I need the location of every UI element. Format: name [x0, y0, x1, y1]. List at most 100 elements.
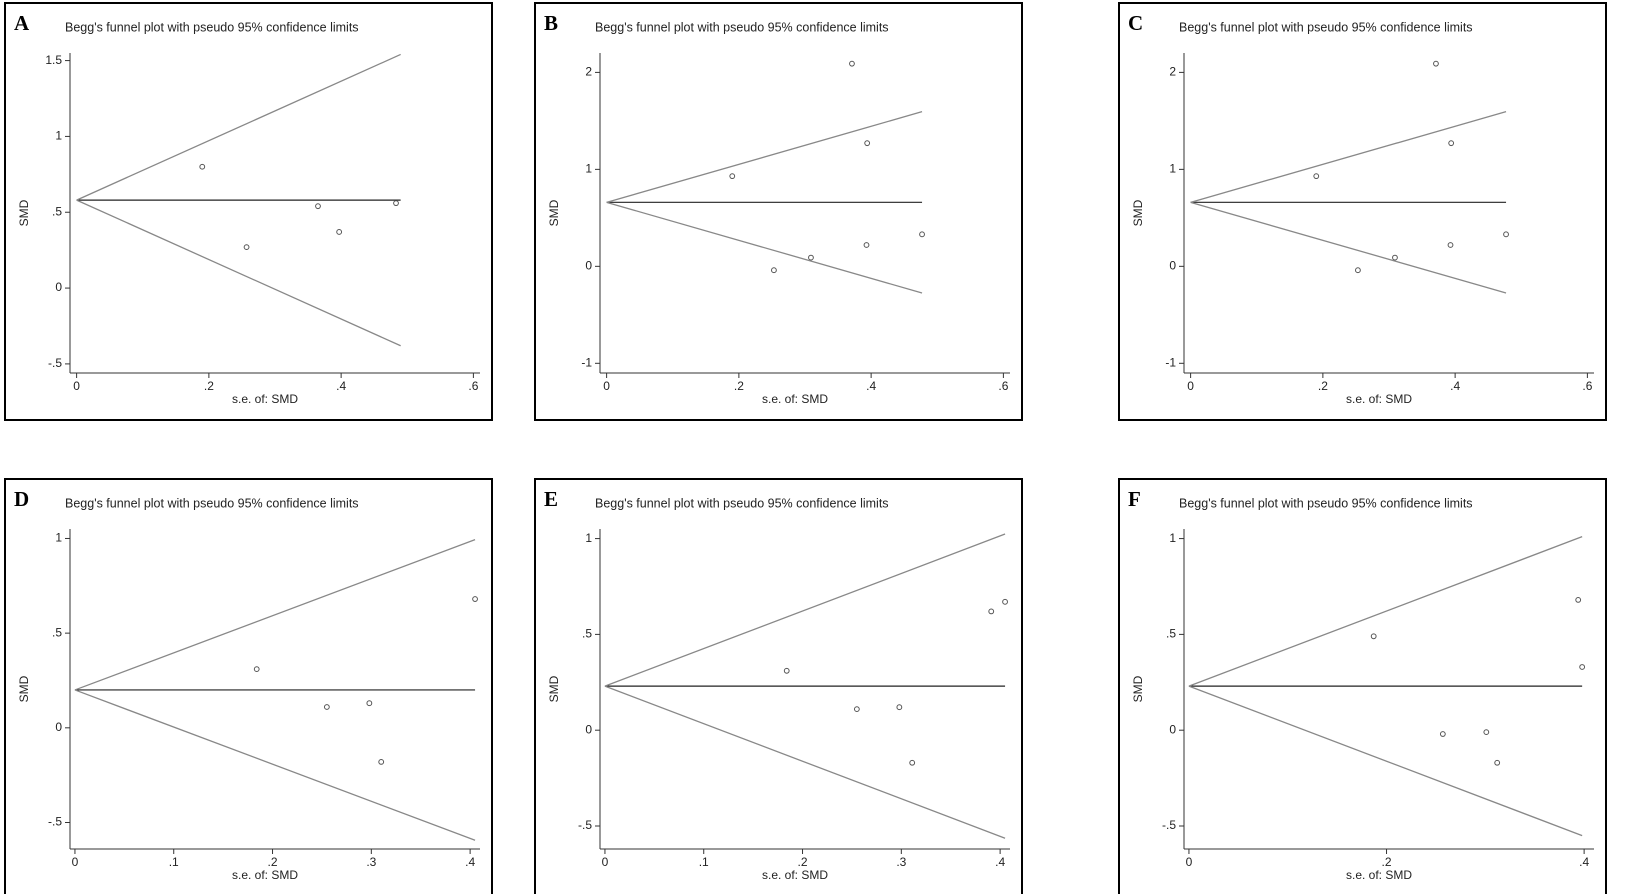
study-point	[315, 203, 321, 210]
study-point	[1002, 598, 1008, 605]
x-tick-label: .6	[468, 379, 478, 393]
study-point	[243, 244, 250, 251]
panel-label: A	[14, 11, 30, 35]
study-point	[1392, 254, 1398, 261]
study-point	[1439, 731, 1446, 737]
x-axis-title: s.e. of: SMD	[232, 868, 298, 882]
study-point	[988, 608, 995, 615]
study-point	[909, 759, 916, 766]
confidence-limit	[74, 689, 476, 841]
panel-frame	[1118, 478, 1607, 894]
study-point	[472, 596, 478, 602]
panel: D Begg's funnel plot with pseudo 95% conf…	[4, 478, 493, 894]
study-point	[849, 60, 855, 67]
study-point	[393, 200, 399, 207]
chart-title: Begg's funnel plot with pseudo 95% confi…	[65, 496, 359, 510]
study-point	[253, 666, 260, 673]
x-tick-label: .4	[336, 379, 346, 393]
y-tick-label: 1	[585, 531, 592, 545]
y-tick-label: 0	[585, 722, 592, 736]
x-tick-label: 0	[73, 379, 80, 393]
y-axis-title: SMD	[1131, 199, 1145, 226]
y-axis-title: SMD	[17, 675, 31, 702]
study-point	[864, 140, 871, 147]
panel-label: F	[1128, 487, 1141, 511]
y-tick-label: 1	[55, 531, 62, 545]
y-tick-label: -1	[1165, 355, 1176, 369]
x-tick-label: 0	[1187, 379, 1194, 393]
panel: B Begg's funnel plot with pseudo 95% conf…	[534, 2, 1023, 421]
study-point	[771, 267, 777, 274]
y-tick-label: 0	[1169, 259, 1176, 273]
x-tick-label: 0	[602, 855, 609, 869]
panel-label: B	[544, 11, 558, 35]
confidence-limit	[606, 201, 923, 294]
confidence-limit	[606, 111, 923, 203]
study-point	[199, 163, 206, 170]
x-tick-label: 0	[1186, 855, 1193, 869]
y-tick-label: 1	[1169, 162, 1176, 176]
y-tick-label: .5	[52, 204, 62, 218]
panel-label: E	[544, 487, 558, 511]
panel-label: D	[14, 487, 29, 511]
x-tick-label: .3	[896, 855, 906, 869]
study-point	[919, 231, 925, 238]
x-tick-label: .3	[366, 855, 376, 869]
confidence-limit	[604, 533, 1006, 687]
study-point	[1370, 633, 1377, 640]
y-tick-label: 2	[585, 65, 592, 79]
x-tick-label: .6	[1582, 379, 1592, 393]
panel-frame	[534, 478, 1023, 894]
confidence-limit	[74, 539, 476, 691]
x-tick-label: .1	[169, 855, 179, 869]
x-axis-title: s.e. of: SMD	[762, 868, 828, 882]
y-tick-label: -.5	[48, 815, 62, 829]
y-tick-label: 1	[1169, 531, 1176, 545]
panel-frame	[4, 478, 493, 894]
study-point	[336, 229, 343, 235]
y-tick-label: .5	[52, 625, 62, 639]
x-tick-label: .6	[998, 379, 1008, 393]
panel: C Begg's funnel plot with pseudo 95% conf…	[1118, 2, 1607, 421]
study-point	[1447, 242, 1454, 248]
study-point	[853, 706, 860, 713]
confidence-limit	[604, 685, 1006, 839]
chart-title: Begg's funnel plot with pseudo 95% confi…	[595, 20, 889, 34]
y-tick-label: 0	[55, 720, 62, 734]
study-point	[323, 704, 330, 710]
study-point	[1575, 596, 1582, 603]
study-point	[1313, 173, 1320, 180]
study-point	[1503, 231, 1509, 238]
x-axis-title: s.e. of: SMD	[762, 392, 828, 406]
confidence-limit	[1190, 111, 1507, 203]
confidence-limit	[1188, 536, 1583, 687]
confidence-limit	[76, 53, 401, 201]
x-tick-label: .1	[699, 855, 709, 869]
y-tick-label: 0	[55, 280, 62, 294]
y-tick-label: -1	[581, 355, 592, 369]
study-point	[783, 667, 790, 674]
chart-title: Begg's funnel plot with pseudo 95% confi…	[1179, 20, 1473, 34]
x-tick-label: .4	[1450, 379, 1460, 393]
x-tick-label: .4	[465, 855, 475, 869]
study-point	[729, 173, 736, 180]
y-tick-label: -.5	[1162, 818, 1176, 832]
x-tick-label: .4	[1579, 855, 1589, 869]
y-tick-label: .5	[1166, 627, 1176, 641]
x-tick-label: .2	[204, 379, 214, 393]
study-point	[1355, 267, 1361, 274]
x-tick-label: .2	[1382, 855, 1392, 869]
study-point	[896, 704, 903, 711]
panel-frame	[4, 2, 493, 421]
study-point	[808, 254, 814, 261]
y-tick-label: 0	[1169, 722, 1176, 736]
study-point	[378, 758, 385, 765]
y-tick-label: 1	[585, 162, 592, 176]
y-tick-label: -.5	[48, 356, 62, 370]
x-axis-title: s.e. of: SMD	[1346, 868, 1412, 882]
study-point	[1494, 759, 1501, 766]
y-axis-title: SMD	[547, 675, 561, 702]
x-tick-label: .2	[734, 379, 744, 393]
x-tick-label: 0	[603, 379, 610, 393]
x-tick-label: 0	[72, 855, 79, 869]
